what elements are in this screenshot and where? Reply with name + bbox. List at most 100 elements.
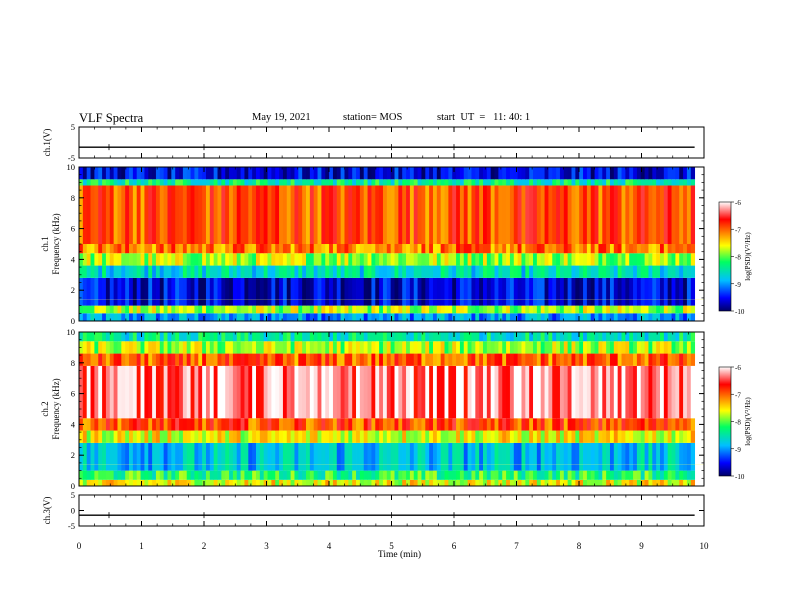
ch1-spectrogram-cell	[483, 277, 488, 306]
ch1-spectrogram-cell	[352, 179, 357, 186]
ch2-spectrogram-cell	[217, 365, 222, 419]
ch1-spectrogram-cell	[690, 167, 696, 180]
ch2-spectrogram-cell	[113, 341, 118, 354]
ch1-spectrogram-cell	[105, 313, 111, 321]
ch2-spectrogram-cell	[298, 479, 303, 486]
ch1-spectrogram-cell	[517, 167, 522, 180]
ch1-spectrogram-cell	[406, 167, 411, 180]
ch2-spectrogram-cell	[425, 479, 430, 486]
ch2-spectrogram-cell	[525, 365, 530, 419]
ch2-spectrogram-cell	[429, 353, 434, 366]
ch2-spectrogram-cell	[352, 479, 357, 486]
ch1-spectrogram-cell	[336, 244, 342, 254]
ch2-spectrogram-cell	[548, 365, 553, 419]
ch2-spectrogram-cell	[367, 418, 372, 431]
ch2-spectrogram-cell	[390, 470, 395, 480]
ch1-spectrogram-cell	[556, 277, 561, 306]
ch2-spectrogram-cell	[444, 332, 449, 342]
ch2-spectrogram-cell	[379, 341, 384, 354]
ch1-spectrogram-cell	[563, 167, 569, 180]
ch1-spectrogram-cell	[686, 253, 692, 266]
ch1-spectrogram-cell	[79, 244, 84, 254]
ch1-spectrogram-cell	[163, 244, 168, 254]
ch2-spectrogram-cell	[182, 442, 188, 471]
ch2-spectrogram-cell	[279, 353, 284, 366]
ch2-spectrogram-cell	[663, 332, 669, 342]
ch2-spectrogram-cell	[121, 341, 126, 354]
ch2-spectrogram-cell	[436, 341, 442, 354]
ch1-spectrogram-cell	[121, 305, 126, 314]
ch2-spectrogram-cell	[171, 332, 176, 342]
ch2-spectrogram-cell	[544, 442, 549, 471]
ch2-spectrogram-cell	[317, 341, 322, 354]
ch1-spectrogram-cell	[390, 305, 395, 314]
ch1-spectrogram-cell	[163, 277, 168, 306]
ch2-spectrogram-cell	[298, 442, 303, 471]
ch2-spectrogram-cell	[144, 430, 149, 443]
ch1-spectrogram-cell	[456, 265, 461, 278]
ch1-spectrogram-cell	[648, 167, 653, 180]
ch2-spectrogram-cell	[356, 479, 361, 486]
ch1-spectrogram-cell	[356, 253, 361, 266]
ch1-spectrogram-cell	[421, 185, 426, 244]
ch2-spectrogram-cell	[583, 442, 588, 471]
ch2-spectrogram-cell	[179, 353, 184, 366]
ch1-spectrogram-cell	[321, 167, 326, 180]
ch1-spectrogram-cell	[79, 185, 84, 244]
ch2-spectrogram-cell	[533, 442, 538, 471]
ch2-spectrogram-cell	[329, 430, 334, 443]
ch1-spectrogram-cell	[198, 244, 203, 254]
ch1-spectrogram-cell	[271, 179, 276, 186]
ch1-spectrogram-cell	[348, 265, 353, 278]
ch2-spectrogram-cell	[529, 470, 534, 480]
ch2-spectrogram-cell	[402, 418, 407, 431]
ch1-spectrogram-cell	[125, 167, 130, 180]
ch2-spectrogram-cell	[425, 365, 430, 419]
ch2-spectrogram-cell	[294, 442, 299, 471]
ch2-spectrogram-cell	[109, 332, 115, 342]
ch1-spectrogram-cell	[148, 253, 153, 266]
ch1-spectrogram-cell	[213, 244, 218, 254]
ch1-spectrogram-cell	[452, 244, 457, 254]
ch1-spectrogram-cell	[371, 313, 376, 321]
ch2-spectrogram-cell	[656, 341, 661, 354]
ch1-spectrogram-cell	[282, 167, 288, 180]
ch2-spectrogram-cell	[225, 479, 230, 486]
ch2-spectrogram-cell	[140, 470, 145, 480]
ch2-spectrogram-cell	[517, 332, 522, 342]
ch2-spectrogram-cell	[332, 479, 338, 486]
ch1-spectrogram-cell	[244, 167, 249, 180]
ch1-spectrogram-cell	[483, 265, 488, 278]
ch2-spectrogram-cell	[152, 332, 157, 342]
ch1-spectrogram-cell	[494, 244, 499, 254]
ch1-spectrogram-cell	[398, 277, 403, 306]
ch2-spectrogram-cell	[609, 365, 615, 419]
ch2-spectrogram-cell	[617, 353, 622, 366]
ch1-spectrogram-cell	[302, 313, 307, 321]
ch2-spectrogram-cell	[617, 442, 622, 471]
ch2-spectrogram-cell	[321, 479, 326, 486]
ch2-spectrogram-cell	[540, 332, 545, 342]
ch2-spectrogram-cell	[633, 442, 638, 471]
ch1-spectrogram-cell	[436, 265, 442, 278]
ch2-spectrogram-cell	[502, 353, 507, 366]
ch1-spectrogram-ylabel-frequency: Frequency (kHz)	[51, 213, 61, 274]
ch2-spectrogram-cell	[367, 479, 372, 486]
ch2-spectrogram-cell	[340, 418, 345, 431]
ch1-spectrogram-cell	[479, 265, 484, 278]
ch1-spectrogram-cell	[494, 179, 499, 186]
ch1-spectrogram-cell	[175, 244, 180, 254]
ch1-spectrogram-cell	[375, 253, 380, 266]
ch2-spectrogram-cell	[413, 430, 418, 443]
ch1-spectrogram-cell	[559, 265, 565, 278]
ch1-spectrogram-cell	[109, 265, 115, 278]
ch1-spectrogram-cell	[606, 305, 611, 314]
ch1-spectrogram-cell	[548, 265, 553, 278]
ch2-spectrogram-cell	[113, 365, 118, 419]
ch2-spectrogram-cell	[155, 470, 161, 480]
ch2-spectrogram-cell	[633, 470, 638, 480]
ch2-spectrogram-cell	[86, 470, 91, 480]
ch1-spectrogram-cell	[163, 313, 168, 321]
ch1-spectrogram-cell	[79, 277, 84, 306]
ch2-spectrogram-cell	[290, 430, 295, 443]
